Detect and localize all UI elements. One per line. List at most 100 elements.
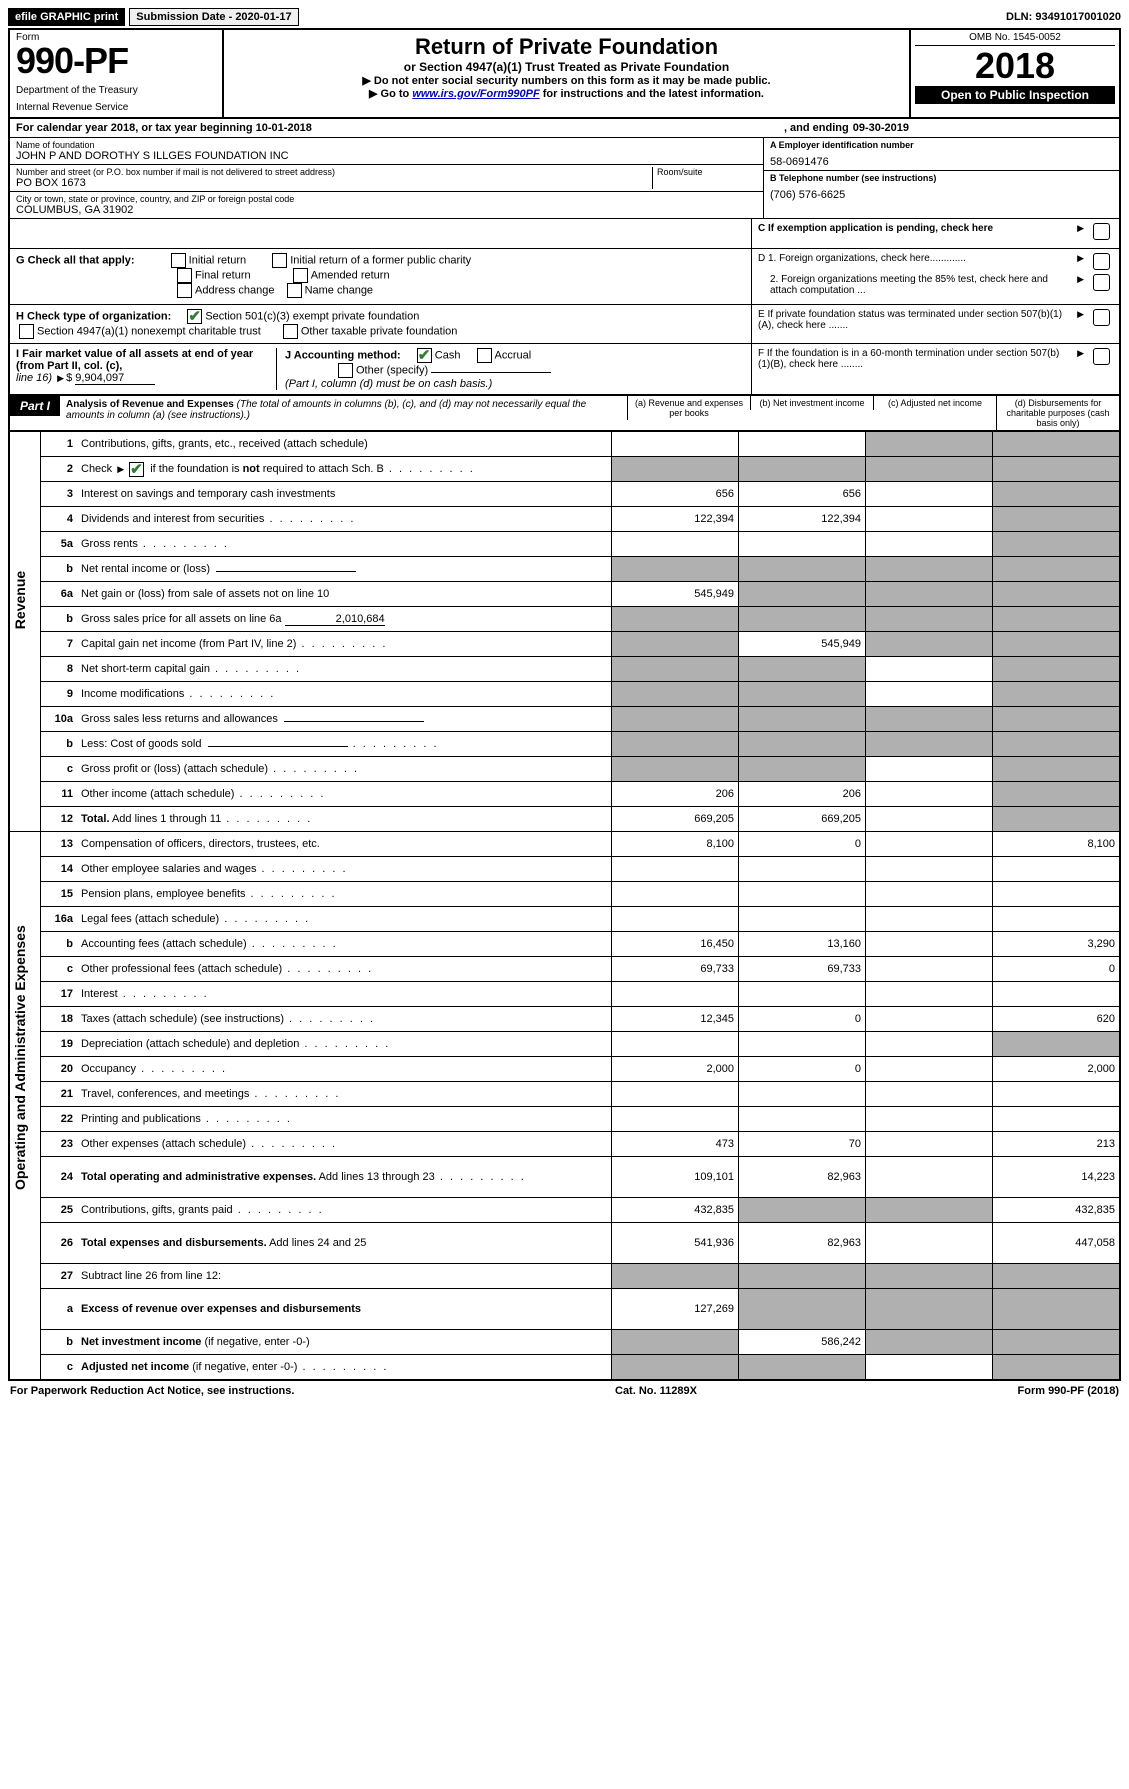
- line-number: 4: [41, 507, 78, 532]
- room-label: Room/suite: [657, 167, 757, 177]
- amount-cell-a: [612, 757, 739, 782]
- foundation-name-cell: Name of foundation JOHN P AND DOROTHY S …: [10, 138, 763, 165]
- amount-cell-a: [612, 632, 739, 657]
- amount-cell-a: [612, 882, 739, 907]
- g-and-d-row: G Check all that apply: Initial return I…: [10, 249, 1119, 305]
- amount-cell-a: 8,100: [612, 832, 739, 857]
- line-description: Adjusted net income (if negative, enter …: [77, 1355, 612, 1380]
- c-checkbox[interactable]: [1093, 223, 1110, 240]
- amount-cell-c: [866, 807, 993, 832]
- d1-checkbox[interactable]: [1093, 253, 1110, 270]
- g-check-block: G Check all that apply: Initial return I…: [10, 249, 751, 304]
- h-4947-cb[interactable]: [19, 324, 34, 339]
- line-number: 24: [41, 1157, 78, 1198]
- line-description: Interest on savings and temporary cash i…: [77, 482, 612, 507]
- form-subtitle: or Section 4947(a)(1) Trust Treated as P…: [234, 60, 899, 74]
- amount-cell-a: [612, 682, 739, 707]
- irs-link[interactable]: www.irs.gov/Form990PF: [412, 88, 539, 100]
- h-and-e-row: H Check type of organization: Section 50…: [10, 305, 1119, 344]
- g-address-change-cb[interactable]: [177, 283, 192, 298]
- table-row: aExcess of revenue over expenses and dis…: [10, 1289, 1119, 1330]
- g-initial-return-cb[interactable]: [171, 253, 186, 268]
- form-id-block: Form 990-PF Department of the Treasury I…: [10, 30, 224, 117]
- sch-b-checkbox[interactable]: [129, 462, 144, 477]
- f-label: F If the foundation is in a 60-month ter…: [758, 348, 1071, 370]
- line-description: Other income (attach schedule): [77, 782, 612, 807]
- amount-cell-c: [866, 482, 993, 507]
- form-title: Return of Private Foundation: [234, 34, 899, 60]
- table-row: 4Dividends and interest from securities1…: [10, 507, 1119, 532]
- form-header: Form 990-PF Department of the Treasury I…: [10, 30, 1119, 119]
- amount-cell-b: [739, 857, 866, 882]
- line-description: Compensation of officers, directors, tru…: [77, 832, 612, 857]
- amount-cell-a: [612, 1082, 739, 1107]
- amount-cell-dd: [993, 807, 1120, 832]
- amount-cell-c: [866, 907, 993, 932]
- open-inspection-badge: Open to Public Inspection: [915, 86, 1115, 104]
- amount-cell-a: [612, 1032, 739, 1057]
- line-description: Excess of revenue over expenses and disb…: [77, 1289, 612, 1330]
- amount-cell-a: [612, 607, 739, 632]
- arrow-icon: [1075, 309, 1086, 320]
- instruction-1: Do not enter social security numbers on …: [234, 74, 899, 87]
- c-exemption-pending: C If exemption application is pending, c…: [758, 223, 1113, 240]
- amount-cell-b: [739, 707, 866, 732]
- g-amended-cb[interactable]: [293, 268, 308, 283]
- efile-button[interactable]: efile GRAPHIC print: [8, 8, 125, 26]
- line-description: Total operating and administrative expen…: [77, 1157, 612, 1198]
- h-other-taxable-cb[interactable]: [283, 324, 298, 339]
- i-line16: line 16): [16, 372, 52, 384]
- line-number: 27: [41, 1264, 78, 1289]
- phone-cell: B Telephone number (see instructions) (7…: [764, 171, 1119, 203]
- amount-cell-dd: [993, 757, 1120, 782]
- line-number: 22: [41, 1107, 78, 1132]
- goto-suffix: for instructions and the latest informat…: [543, 88, 764, 100]
- amount-cell-dd: 14,223: [993, 1157, 1120, 1198]
- line-number: 21: [41, 1082, 78, 1107]
- amount-cell-a: 69,733: [612, 957, 739, 982]
- col-a-header: (a) Revenue and expenses per books: [627, 396, 750, 420]
- amount-cell-a: 12,345: [612, 1007, 739, 1032]
- e-checkbox[interactable]: [1093, 309, 1110, 326]
- part1-tag: Part I: [10, 396, 60, 416]
- g-initial-former-cb[interactable]: [272, 253, 287, 268]
- f-checkbox[interactable]: [1093, 348, 1110, 365]
- amount-cell-b: 82,963: [739, 1157, 866, 1198]
- j-accrual-cb[interactable]: [477, 348, 492, 363]
- amount-cell-a: [612, 532, 739, 557]
- form-container: Form 990-PF Department of the Treasury I…: [8, 28, 1121, 1381]
- table-row: 11Other income (attach schedule)206206: [10, 782, 1119, 807]
- d2-checkbox[interactable]: [1093, 274, 1110, 291]
- j-other-cb[interactable]: [338, 363, 353, 378]
- amount-cell-c: [866, 1264, 993, 1289]
- line-number: b: [41, 732, 78, 757]
- g-final-return-cb[interactable]: [177, 268, 192, 283]
- line-description: Contributions, gifts, grants, etc., rece…: [77, 432, 612, 457]
- footer-left: For Paperwork Reduction Act Notice, see …: [10, 1385, 294, 1397]
- table-row: 14Other employee salaries and wages: [10, 857, 1119, 882]
- line-number: c: [41, 957, 78, 982]
- line-description: Gross profit or (loss) (attach schedule): [77, 757, 612, 782]
- line-number: b: [41, 557, 78, 582]
- amount-cell-b: [739, 1082, 866, 1107]
- line-description: Accounting fees (attach schedule): [77, 932, 612, 957]
- amount-cell-b: 586,242: [739, 1330, 866, 1355]
- line-number: 23: [41, 1132, 78, 1157]
- col-b-header: (b) Net investment income: [750, 396, 873, 410]
- j-other-input[interactable]: [431, 372, 551, 373]
- d-block: D 1. Foreign organizations, check here..…: [751, 249, 1119, 304]
- g-opt-4: Address change: [195, 284, 275, 296]
- table-row: cGross profit or (loss) (attach schedule…: [10, 757, 1119, 782]
- table-row: 26Total expenses and disbursements. Add …: [10, 1223, 1119, 1264]
- j-cash-cb[interactable]: [417, 348, 432, 363]
- line-number: 3: [41, 482, 78, 507]
- amount-cell-c: [866, 707, 993, 732]
- amount-cell-b: [739, 1032, 866, 1057]
- table-row: 9Income modifications: [10, 682, 1119, 707]
- amount-cell-c: [866, 882, 993, 907]
- amount-cell-a: 127,269: [612, 1289, 739, 1330]
- g-name-change-cb[interactable]: [287, 283, 302, 298]
- amount-cell-c: [866, 1082, 993, 1107]
- h-501c3-cb[interactable]: [187, 309, 202, 324]
- submission-date-button[interactable]: Submission Date - 2020-01-17: [129, 8, 298, 26]
